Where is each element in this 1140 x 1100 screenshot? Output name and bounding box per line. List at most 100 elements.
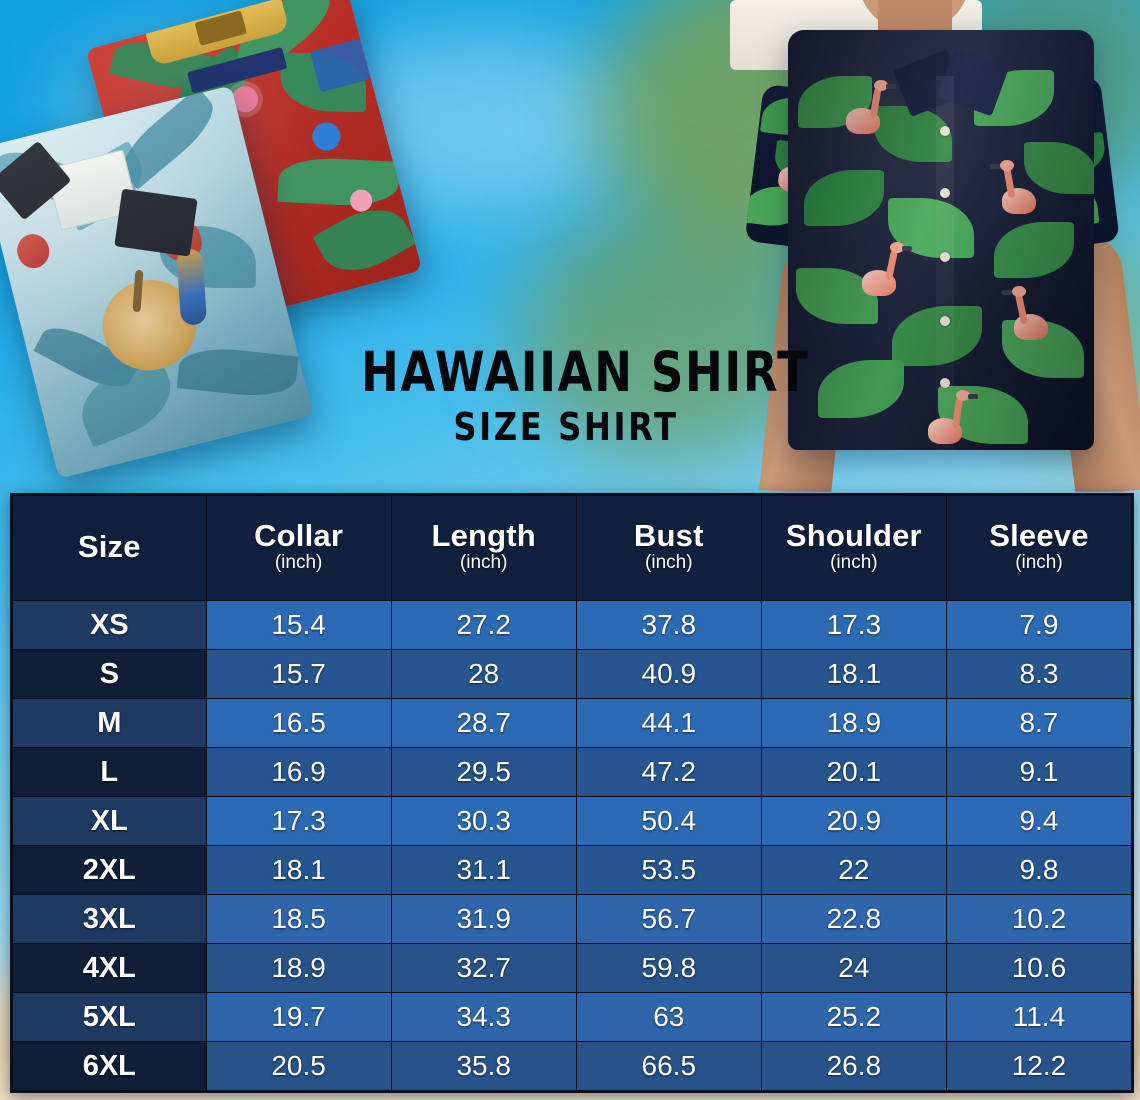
measurement-cell-collar: 18.5 <box>205 894 392 944</box>
shirt-button <box>940 378 950 388</box>
title-block: HAWAIIAN SHIRT SIZE SHIRT <box>316 340 816 449</box>
measurement-cell-sleeve: 12.2 <box>945 1041 1133 1091</box>
shirt-button <box>940 316 950 326</box>
measurement-cell-bust: 40.9 <box>575 649 762 699</box>
shirt-button <box>940 252 950 262</box>
table-row: 4XL 18.9 32.7 59.8 24 10.6 <box>12 943 1133 993</box>
measurement-cell-bust: 59.8 <box>575 943 762 993</box>
size-chart-table-wrapper: Size Collar (inch) Length (inch) Bust (inch) Sh… <box>10 493 1134 1093</box>
table-header: Size Collar (inch) Length (inch) Bust (inch) Sh… <box>12 495 1133 601</box>
table-header-row: Size Collar (inch) Length (inch) Bust (inch) Sh… <box>12 495 1133 601</box>
measurement-cell-shoulder: 17.3 <box>760 600 947 650</box>
table-row: 6XL 20.5 35.8 66.5 26.8 12.2 <box>12 1041 1133 1091</box>
column-header-label: Length <box>431 518 536 554</box>
measurement-cell-sleeve: 10.6 <box>945 943 1133 993</box>
table-row: XS 15.4 27.2 37.8 17.3 7.9 <box>12 600 1133 650</box>
table-column-header-collar: Collar (inch) <box>205 495 392 601</box>
measurement-cell-bust: 37.8 <box>575 600 762 650</box>
measurement-cell-collar: 16.9 <box>205 747 392 797</box>
size-label-cell: 6XL <box>12 1041 207 1091</box>
measurement-cell-bust: 56.7 <box>575 894 762 944</box>
measurement-cell-collar: 15.4 <box>205 600 392 650</box>
column-header-label: Size <box>77 529 141 565</box>
measurement-cell-length: 31.1 <box>390 845 577 895</box>
size-label-cell: M <box>12 698 207 748</box>
measurement-cell-length: 28 <box>390 649 577 699</box>
size-label-cell: XL <box>12 796 207 846</box>
measurement-cell-collar: 15.7 <box>205 649 392 699</box>
measurement-cell-collar: 18.9 <box>205 943 392 993</box>
measurement-cell-shoulder: 22 <box>760 845 947 895</box>
measurement-cell-collar: 17.3 <box>205 796 392 846</box>
table-column-header-shoulder: Shoulder (inch) <box>760 495 947 601</box>
column-header-label: Shoulder <box>785 518 922 554</box>
column-header-unit: (inch) <box>1015 551 1063 573</box>
size-label-cell: 3XL <box>12 894 207 944</box>
measurement-cell-bust: 47.2 <box>575 747 762 797</box>
column-header-unit: (inch) <box>274 551 323 573</box>
measurement-cell-shoulder: 26.8 <box>760 1041 947 1091</box>
size-label-cell: XS <box>12 600 207 650</box>
measurement-cell-sleeve: 9.4 <box>945 796 1133 846</box>
table-row: 5XL 19.7 34.3 63 25.2 11.4 <box>12 992 1133 1042</box>
table-row: L 16.9 29.5 47.2 20.1 9.1 <box>12 747 1133 797</box>
shirt-button <box>940 188 950 198</box>
table-column-header-size: Size <box>12 495 207 601</box>
measurement-cell-shoulder: 20.9 <box>760 796 947 846</box>
table-column-header-bust: Bust (inch) <box>575 495 762 601</box>
navy-flamingo-hawaiian-shirt <box>788 30 1094 450</box>
column-header-label: Sleeve <box>989 518 1089 554</box>
measurement-cell-length: 30.3 <box>390 796 577 846</box>
measurement-cell-length: 29.5 <box>390 747 577 797</box>
column-header-unit: (inch) <box>645 551 693 573</box>
measurement-cell-sleeve: 11.4 <box>945 992 1133 1042</box>
measurement-cell-shoulder: 22.8 <box>760 894 947 944</box>
shirt-button <box>940 126 950 136</box>
measurement-cell-bust: 50.4 <box>575 796 762 846</box>
measurement-cell-length: 34.3 <box>390 992 577 1042</box>
measurement-cell-length: 31.9 <box>390 894 577 944</box>
measurement-cell-bust: 53.5 <box>575 845 762 895</box>
table-row: XL 17.3 30.3 50.4 20.9 9.4 <box>12 796 1133 846</box>
table-row: M 16.5 28.7 44.1 18.9 8.7 <box>12 698 1133 748</box>
size-label-cell: 2XL <box>12 845 207 895</box>
measurement-cell-length: 28.7 <box>390 698 577 748</box>
measurement-cell-sleeve: 10.2 <box>945 894 1133 944</box>
leaf-shape <box>277 155 400 208</box>
measurement-cell-bust: 44.1 <box>575 698 762 748</box>
measurement-cell-collar: 16.5 <box>205 698 392 748</box>
measurement-cell-sleeve: 9.1 <box>945 747 1133 797</box>
table-column-header-sleeve: Sleeve (inch) <box>945 495 1133 601</box>
size-label-cell: 4XL <box>12 943 207 993</box>
page-subtitle: SIZE SHIRT <box>453 404 679 449</box>
column-header-label: Collar <box>254 518 344 554</box>
shirt-shading <box>788 30 1094 450</box>
table-body: XS 15.4 27.2 37.8 17.3 7.9 S 15.7 28 40.9 18.1 8.3 M… <box>12 600 1133 1091</box>
measurement-cell-shoulder: 20.1 <box>760 747 947 797</box>
measurement-cell-length: 32.7 <box>390 943 577 993</box>
size-chart-table: Size Collar (inch) Length (inch) Bust (inch) Sh… <box>12 495 1133 1091</box>
table-row: 3XL 18.5 31.9 56.7 22.8 10.2 <box>12 894 1133 944</box>
page-title: HAWAIIAN SHIRT <box>361 340 810 404</box>
measurement-cell-shoulder: 18.9 <box>760 698 947 748</box>
size-label-cell: S <box>12 649 207 699</box>
measurement-cell-sleeve: 8.7 <box>945 698 1133 748</box>
size-label-cell: 5XL <box>12 992 207 1042</box>
measurement-cell-bust: 66.5 <box>575 1041 762 1091</box>
measurement-cell-sleeve: 7.9 <box>945 600 1133 650</box>
column-header-label: Bust <box>633 518 704 554</box>
table-row: 2XL 18.1 31.1 53.5 22 9.8 <box>12 845 1133 895</box>
measurement-cell-bust: 63 <box>575 992 762 1042</box>
column-header-unit: (inch) <box>830 551 878 573</box>
measurement-cell-length: 27.2 <box>390 600 577 650</box>
column-header-unit: (inch) <box>459 551 508 573</box>
measurement-cell-sleeve: 8.3 <box>945 649 1133 699</box>
hibiscus-flower <box>309 119 344 154</box>
table-column-header-length: Length (inch) <box>390 495 577 601</box>
shirt-button-placket <box>936 76 954 450</box>
measurement-cell-shoulder: 24 <box>760 943 947 993</box>
measurement-cell-sleeve: 9.8 <box>945 845 1133 895</box>
measurement-cell-collar: 20.5 <box>205 1041 392 1091</box>
table-row: S 15.7 28 40.9 18.1 8.3 <box>12 649 1133 699</box>
